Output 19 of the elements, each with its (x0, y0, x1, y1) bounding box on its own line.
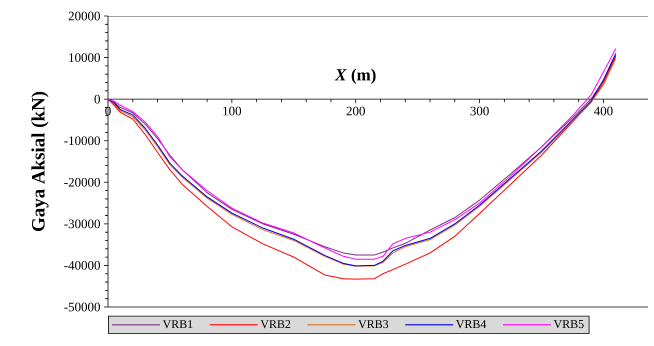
legend-label: VRB3 (358, 320, 388, 328)
y-tick-label: -30000 (64, 219, 100, 228)
y-tick-label: 20000 (68, 12, 100, 20)
y-tick-label: 0 (94, 94, 100, 104)
legend-label: VRB2 (260, 320, 290, 328)
y-tick-label: -10000 (64, 136, 100, 146)
x-tick-label: 300 (470, 106, 489, 116)
x-tick-label: 100 (223, 106, 242, 116)
y-tick-label: -20000 (64, 178, 100, 187)
x-tick-label: 400 (594, 106, 613, 116)
y-axis-title: Gaya Aksial (kN) (31, 92, 49, 232)
legend-label: VRB4 (456, 320, 486, 328)
y-tick-label: 10000 (69, 53, 100, 62)
legend-label: VRB1 (162, 320, 192, 328)
legend-label: VRB5 (554, 320, 584, 328)
y-tick-label: -50000 (64, 302, 100, 312)
x-tick-label: 200 (346, 106, 365, 116)
y-tick-label: -40000 (64, 261, 100, 270)
x-axis-title: X (m) (334, 68, 376, 84)
